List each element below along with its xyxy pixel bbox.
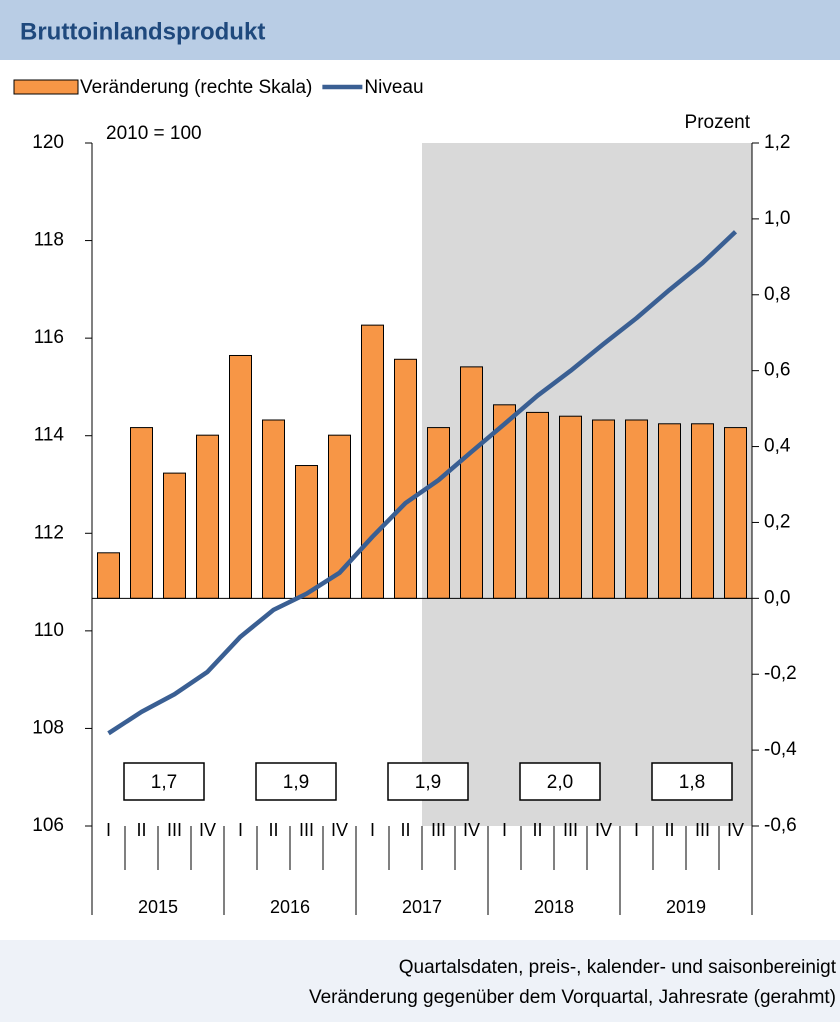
y2-tick-label: -0,6: [764, 815, 797, 836]
legend-label: Veränderung (rechte Skala): [80, 77, 312, 98]
x-tick-label: IV: [199, 820, 216, 840]
y-tick-label: 108: [32, 717, 64, 738]
bar: [361, 324, 384, 599]
y2-tick-label: 1,0: [764, 208, 790, 229]
x-tick-label: II: [400, 820, 410, 840]
bar: [427, 427, 450, 599]
y2-tick-label: 0,6: [764, 360, 790, 381]
x-tick-label: I: [370, 820, 375, 840]
bar: [724, 427, 747, 599]
bar: [196, 434, 219, 599]
x-tick-label: IV: [463, 820, 480, 840]
x-group-label: 2017: [402, 897, 442, 917]
bar: [460, 366, 483, 599]
y2-tick-label: 0,8: [764, 284, 790, 305]
line: [107, 230, 738, 736]
y2-tick-label: -0,4: [764, 739, 797, 760]
x-group-label: 2019: [666, 897, 706, 917]
x-group-label: 2015: [138, 897, 178, 917]
y-tick-label: 118: [34, 230, 64, 251]
x-tick-label: IV: [595, 820, 612, 840]
annual-rate-label: 1,9: [415, 772, 441, 793]
y-tick-label: 116: [34, 327, 64, 348]
bar: [625, 419, 648, 599]
x-tick-label: III: [695, 820, 710, 840]
x-tick-label: IV: [727, 820, 744, 840]
x-tick-label: III: [299, 820, 314, 840]
x-tick-label: II: [664, 820, 674, 840]
x-tick-label: II: [268, 820, 278, 840]
bar: [163, 472, 186, 599]
bar: [526, 411, 549, 599]
x-tick-label: I: [502, 820, 507, 840]
annual-rate-box: [387, 762, 469, 801]
annual-rate-box: [123, 762, 205, 801]
y-tick-label: 114: [34, 425, 65, 446]
y2-tick-label: -0,2: [764, 663, 797, 684]
bar: [559, 415, 582, 599]
annual-rate-box: [519, 762, 601, 801]
y2-tick-label: 0,2: [764, 511, 790, 532]
bar: [691, 423, 714, 599]
x-tick-label: III: [431, 820, 446, 840]
y-tick-label: 112: [34, 522, 64, 543]
bar: [97, 552, 120, 599]
x-tick-label: III: [563, 820, 578, 840]
annual-rate-box: [255, 762, 337, 801]
x-tick-label: II: [532, 820, 542, 840]
bar: [592, 419, 615, 599]
bar: [229, 354, 252, 599]
annual-rate-box: [651, 762, 733, 801]
y2-tick-label: 0,4: [764, 436, 791, 457]
x-tick-label: I: [106, 820, 111, 840]
legend-swatch: [13, 79, 79, 95]
annual-rate-label: 2,0: [547, 772, 573, 793]
y-tick-label: 110: [34, 620, 64, 641]
footnote: Quartalsdaten, preis-, kalender- und sai…: [399, 957, 837, 978]
annual-rate-label: 1,8: [679, 772, 705, 793]
annual-rate-label: 1,7: [151, 772, 177, 793]
x-group-label: 2016: [270, 897, 310, 917]
x-group-label: 2018: [534, 897, 574, 917]
y-tick-label: 120: [32, 132, 64, 153]
bar: [394, 358, 417, 599]
y-tick-label: 106: [32, 815, 64, 836]
bar: [493, 404, 516, 599]
chart-title: Bruttoinlandsprodukt: [20, 18, 265, 45]
legend-label: Niveau: [364, 77, 423, 98]
x-tick-label: III: [167, 820, 182, 840]
bar: [658, 423, 681, 599]
header: [0, 0, 840, 60]
x-tick-label: II: [136, 820, 146, 840]
y2-tick-label: 0,0: [764, 587, 790, 608]
footnote: Veränderung gegenüber dem Vorquartal, Ja…: [309, 987, 836, 1008]
bar: [262, 419, 285, 599]
subtitle: 2010 = 100: [106, 123, 202, 144]
bar: [130, 427, 153, 599]
x-tick-label: IV: [331, 820, 348, 840]
x-tick-label: I: [238, 820, 243, 840]
bar: [295, 465, 318, 599]
x-tick-label: I: [634, 820, 639, 840]
annual-rate-label: 1,9: [283, 772, 309, 793]
y2-axis-label: Prozent: [685, 112, 751, 133]
y2-tick-label: 1,2: [764, 132, 790, 153]
